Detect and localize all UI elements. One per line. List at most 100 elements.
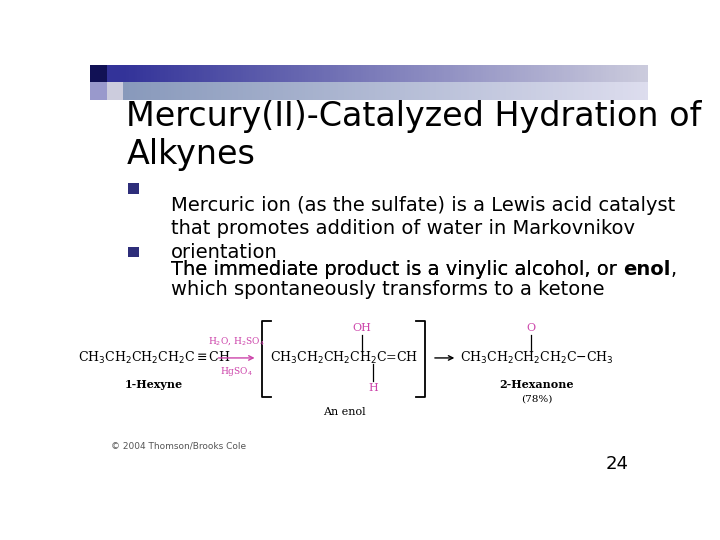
Bar: [246, 65, 249, 82]
Bar: [277, 65, 280, 82]
Bar: [575, 65, 578, 82]
Bar: [459, 65, 461, 82]
Bar: [500, 82, 503, 100]
Bar: [115, 82, 118, 100]
Bar: [508, 82, 511, 100]
Bar: [528, 65, 531, 82]
Bar: [603, 82, 606, 100]
Bar: [215, 82, 218, 100]
Bar: [511, 65, 514, 82]
Bar: [609, 82, 612, 100]
Bar: [313, 82, 316, 100]
Bar: [249, 82, 252, 100]
Bar: [157, 65, 160, 82]
Bar: [135, 82, 138, 100]
Bar: [464, 82, 467, 100]
Bar: [344, 65, 347, 82]
Bar: [377, 82, 380, 100]
Bar: [575, 82, 578, 100]
Bar: [639, 82, 642, 100]
Bar: [196, 82, 199, 100]
Bar: [606, 82, 609, 100]
Bar: [300, 65, 302, 82]
Bar: [380, 65, 383, 82]
Bar: [143, 65, 145, 82]
Bar: [562, 65, 564, 82]
Bar: [637, 65, 639, 82]
Bar: [422, 65, 425, 82]
Bar: [210, 65, 213, 82]
Bar: [469, 65, 472, 82]
Bar: [526, 65, 528, 82]
Bar: [240, 82, 243, 100]
Bar: [274, 65, 277, 82]
Bar: [140, 82, 143, 100]
Bar: [324, 65, 327, 82]
Bar: [322, 82, 324, 100]
Bar: [389, 65, 392, 82]
Bar: [400, 65, 402, 82]
Bar: [617, 82, 620, 100]
Text: HgSO$_4$: HgSO$_4$: [220, 364, 253, 378]
Text: CH$_3$CH$_2$CH$_2$CH$_2$C=CH: CH$_3$CH$_2$CH$_2$CH$_2$C=CH: [270, 350, 418, 366]
Bar: [587, 65, 590, 82]
Bar: [188, 65, 190, 82]
Bar: [539, 82, 542, 100]
Bar: [593, 65, 595, 82]
Bar: [330, 82, 333, 100]
Bar: [255, 82, 258, 100]
Bar: [274, 82, 277, 100]
Bar: [302, 82, 305, 100]
Bar: [252, 65, 255, 82]
Bar: [260, 65, 263, 82]
Bar: [444, 65, 447, 82]
Bar: [118, 65, 121, 82]
Bar: [478, 65, 481, 82]
Text: The immediate product is a vinylic alcohol, or: The immediate product is a vinylic alcoh…: [171, 260, 623, 279]
Bar: [285, 65, 288, 82]
Bar: [408, 82, 411, 100]
Bar: [637, 82, 639, 100]
Bar: [126, 82, 129, 100]
Bar: [347, 65, 349, 82]
Bar: [277, 82, 280, 100]
Bar: [459, 82, 461, 100]
Bar: [438, 82, 441, 100]
Bar: [444, 82, 447, 100]
Bar: [383, 65, 386, 82]
Bar: [352, 65, 355, 82]
Bar: [394, 82, 397, 100]
Bar: [138, 82, 140, 100]
Bar: [307, 82, 310, 100]
Text: H: H: [368, 383, 378, 393]
Text: which spontaneously transforms to a ketone: which spontaneously transforms to a keto…: [171, 280, 604, 299]
Bar: [263, 65, 266, 82]
Bar: [364, 65, 366, 82]
Bar: [441, 82, 444, 100]
Bar: [419, 65, 422, 82]
Bar: [467, 65, 469, 82]
Bar: [559, 65, 562, 82]
Bar: [218, 65, 221, 82]
Bar: [199, 65, 202, 82]
Bar: [316, 82, 319, 100]
Bar: [603, 65, 606, 82]
Bar: [124, 82, 126, 100]
Bar: [104, 82, 107, 100]
Bar: [536, 82, 539, 100]
Bar: [118, 82, 121, 100]
Bar: [93, 65, 96, 82]
Bar: [171, 82, 174, 100]
Bar: [243, 65, 246, 82]
Bar: [280, 65, 282, 82]
Bar: [433, 65, 436, 82]
Text: The immediate product is a vinylic alcohol, or: The immediate product is a vinylic alcoh…: [171, 260, 623, 279]
Bar: [107, 65, 109, 82]
Bar: [366, 65, 369, 82]
Bar: [453, 82, 456, 100]
Bar: [369, 65, 372, 82]
Bar: [364, 82, 366, 100]
Bar: [481, 82, 483, 100]
Bar: [282, 65, 285, 82]
Bar: [372, 65, 374, 82]
